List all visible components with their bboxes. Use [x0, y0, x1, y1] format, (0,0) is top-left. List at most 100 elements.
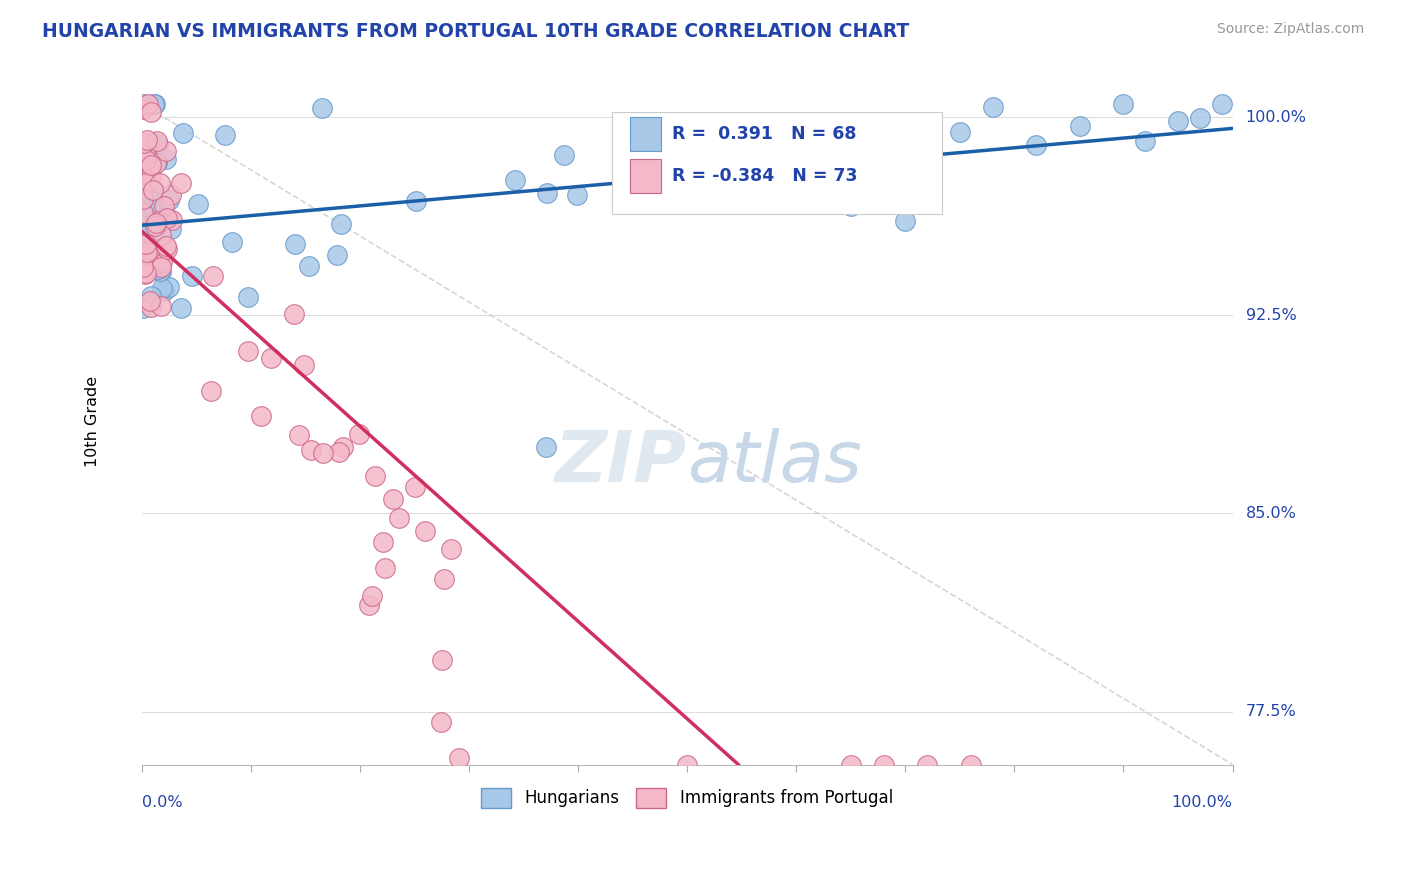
Point [135, 153, 157, 168]
Point [149, 176, 172, 190]
Text: 77.5%: 77.5% [1246, 704, 1296, 719]
Point [152, 191, 174, 205]
Point [1135, 134, 1157, 148]
Text: 100.0%: 100.0% [1246, 110, 1306, 125]
Point [134, 144, 156, 158]
Point [146, 137, 169, 152]
Text: 10th Grade: 10th Grade [86, 376, 100, 467]
Point [136, 200, 159, 214]
Point [141, 198, 163, 212]
Point [388, 511, 411, 525]
Point [148, 230, 170, 244]
Point [150, 281, 173, 295]
Point [433, 572, 456, 586]
Point [136, 184, 159, 198]
Point [135, 133, 157, 147]
Point [553, 148, 575, 162]
Point [371, 535, 394, 549]
Point [156, 211, 179, 225]
Point [332, 440, 354, 454]
Point [132, 102, 155, 116]
Point [405, 194, 427, 208]
Point [349, 427, 371, 442]
Point [132, 186, 155, 200]
Point [534, 441, 557, 455]
Point [170, 301, 193, 315]
Point [160, 213, 183, 227]
Point [172, 126, 194, 140]
Point [142, 215, 165, 229]
Point [250, 409, 273, 424]
Point [312, 446, 335, 460]
Point [135, 266, 157, 280]
Point [149, 265, 172, 279]
Point [1188, 111, 1211, 125]
Point [146, 256, 169, 270]
Point [142, 247, 165, 261]
Point [141, 169, 163, 183]
Legend: Hungarians, Immigrants from Portugal: Hungarians, Immigrants from Portugal [475, 780, 900, 814]
Point [157, 193, 180, 207]
Point [136, 244, 159, 258]
Point [143, 219, 166, 233]
Point [136, 245, 159, 260]
Point [361, 589, 384, 603]
Point [153, 199, 176, 213]
Point [536, 186, 558, 201]
Point [200, 384, 222, 398]
Point [134, 246, 156, 260]
Text: 0.0%: 0.0% [142, 796, 183, 811]
Point [311, 101, 333, 115]
Text: 85.0%: 85.0% [1246, 506, 1296, 521]
Point [326, 248, 349, 262]
Point [959, 757, 981, 772]
Point [139, 300, 162, 314]
Point [260, 351, 283, 365]
Point [138, 257, 160, 271]
Point [1112, 96, 1135, 111]
Point [143, 96, 166, 111]
Point [381, 492, 404, 507]
Point [142, 211, 165, 225]
Point [132, 206, 155, 220]
Text: R =  0.391   N = 68: R = 0.391 N = 68 [672, 125, 856, 143]
Point [132, 145, 155, 159]
Point [150, 255, 173, 269]
Point [981, 100, 1004, 114]
Point [785, 128, 807, 143]
Point [328, 445, 350, 459]
Point [1069, 119, 1091, 133]
Point [159, 222, 181, 236]
Point [288, 427, 311, 442]
Point [374, 561, 396, 575]
Point [187, 197, 209, 211]
Point [214, 128, 236, 143]
Point [430, 653, 453, 667]
Point [135, 237, 157, 252]
Point [134, 267, 156, 281]
Point [1025, 138, 1047, 153]
Point [146, 154, 169, 169]
Point [503, 172, 526, 186]
Point [149, 264, 172, 278]
Text: HUNGARIAN VS IMMIGRANTS FROM PORTUGAL 10TH GRADE CORRELATION CHART: HUNGARIAN VS IMMIGRANTS FROM PORTUGAL 10… [42, 22, 910, 41]
Point [1211, 96, 1233, 111]
Point [141, 157, 163, 171]
Point [676, 757, 699, 772]
Point [238, 344, 260, 359]
Point [1167, 114, 1189, 128]
Point [146, 222, 169, 236]
Text: 92.5%: 92.5% [1246, 308, 1296, 323]
Point [157, 280, 180, 294]
Point [153, 284, 176, 298]
Point [299, 442, 322, 457]
Point [148, 186, 170, 201]
Point [894, 214, 917, 228]
Point [142, 96, 165, 111]
Point [134, 136, 156, 151]
Point [150, 260, 173, 275]
Point [839, 199, 862, 213]
Point [139, 104, 162, 119]
Point [156, 242, 179, 256]
Point [150, 299, 173, 313]
